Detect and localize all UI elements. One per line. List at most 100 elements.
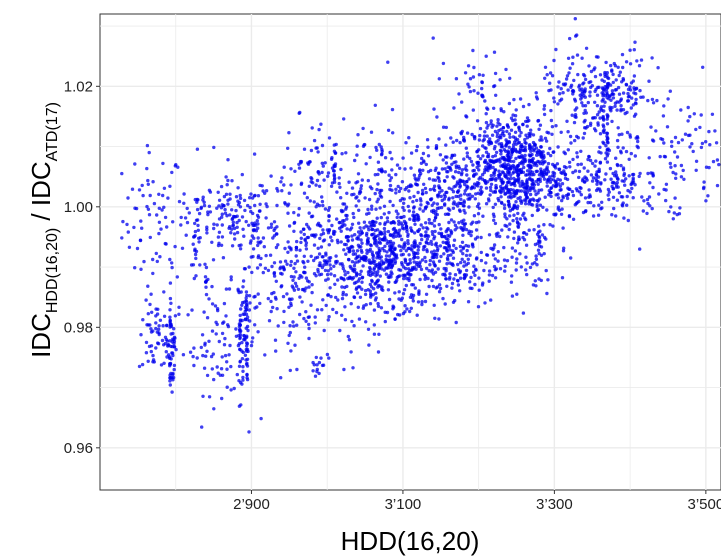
- data-point: [603, 157, 608, 161]
- data-point: [519, 201, 524, 205]
- data-point: [265, 204, 269, 209]
- data-point: [549, 118, 554, 123]
- data-point: [573, 99, 578, 103]
- data-point: [141, 318, 145, 322]
- data-point: [249, 192, 253, 196]
- data-point: [468, 196, 472, 200]
- data-point: [358, 295, 363, 299]
- data-point: [344, 151, 348, 155]
- data-point: [622, 216, 626, 220]
- data-point: [545, 180, 549, 184]
- data-point: [162, 314, 167, 318]
- data-point: [631, 196, 635, 200]
- data-point: [413, 176, 417, 180]
- data-point: [476, 212, 481, 216]
- data-point: [496, 250, 500, 254]
- data-point: [405, 227, 409, 232]
- data-point: [524, 255, 528, 259]
- data-point: [673, 150, 677, 154]
- data-point: [437, 231, 441, 235]
- data-point: [508, 76, 512, 81]
- data-point: [458, 185, 462, 189]
- data-point: [170, 351, 174, 355]
- data-point: [447, 220, 451, 225]
- data-point: [374, 263, 378, 268]
- data-point: [367, 249, 371, 253]
- data-point: [424, 230, 428, 234]
- data-point: [386, 60, 390, 64]
- data-point: [322, 259, 327, 263]
- data-point: [682, 177, 686, 181]
- data-point: [511, 171, 515, 175]
- data-point: [546, 177, 550, 182]
- data-point: [630, 186, 634, 191]
- data-point: [514, 268, 518, 272]
- y-title-sub-1: HDD(16,20): [44, 228, 61, 313]
- data-point: [536, 199, 540, 203]
- data-point: [472, 65, 476, 70]
- data-point: [259, 256, 263, 261]
- data-point: [512, 203, 516, 207]
- data-point: [302, 261, 306, 265]
- data-point: [366, 240, 370, 244]
- data-point: [588, 90, 592, 94]
- data-point: [157, 324, 161, 328]
- data-point: [255, 305, 259, 309]
- data-point: [667, 209, 671, 214]
- data-point: [340, 313, 344, 317]
- data-point: [310, 290, 314, 295]
- data-point: [633, 40, 637, 44]
- data-point: [673, 164, 677, 168]
- data-point: [483, 160, 487, 164]
- data-point: [421, 226, 425, 230]
- data-point: [507, 169, 511, 174]
- data-point: [211, 258, 216, 262]
- data-point: [332, 180, 337, 184]
- data-point: [496, 231, 500, 235]
- data-point: [384, 238, 388, 242]
- data-point: [192, 235, 196, 239]
- data-point: [280, 189, 284, 193]
- data-point: [481, 139, 485, 143]
- data-point: [373, 191, 377, 196]
- data-point: [235, 225, 239, 229]
- data-point: [339, 167, 343, 172]
- data-point: [290, 284, 294, 288]
- data-point: [329, 267, 333, 271]
- y-title-main-2: IDC: [26, 161, 56, 206]
- data-point: [408, 217, 412, 221]
- data-point: [280, 176, 284, 180]
- data-point: [512, 159, 516, 164]
- data-point: [616, 85, 621, 90]
- data-point: [533, 189, 537, 193]
- data-point: [483, 301, 487, 305]
- data-point: [395, 215, 399, 220]
- data-point: [447, 196, 451, 200]
- data-point: [460, 100, 464, 104]
- data-point: [400, 180, 405, 184]
- data-point: [279, 180, 283, 184]
- data-point: [543, 65, 548, 70]
- data-point: [442, 179, 447, 183]
- data-point: [502, 186, 507, 190]
- data-point: [357, 221, 361, 225]
- data-point: [121, 219, 125, 224]
- data-point: [209, 354, 214, 359]
- data-point: [357, 199, 361, 203]
- data-point: [413, 245, 417, 249]
- data-point: [132, 225, 136, 230]
- data-point: [524, 217, 528, 222]
- data-point: [431, 208, 436, 213]
- data-point: [626, 87, 631, 92]
- data-point: [350, 193, 354, 197]
- data-point: [243, 353, 248, 357]
- data-point: [234, 334, 239, 338]
- data-point: [463, 182, 467, 187]
- data-point: [337, 181, 341, 186]
- data-point: [577, 169, 582, 174]
- data-point: [586, 200, 590, 205]
- data-point: [631, 79, 635, 83]
- data-point: [365, 231, 369, 236]
- data-point: [363, 292, 368, 297]
- data-point: [339, 196, 343, 200]
